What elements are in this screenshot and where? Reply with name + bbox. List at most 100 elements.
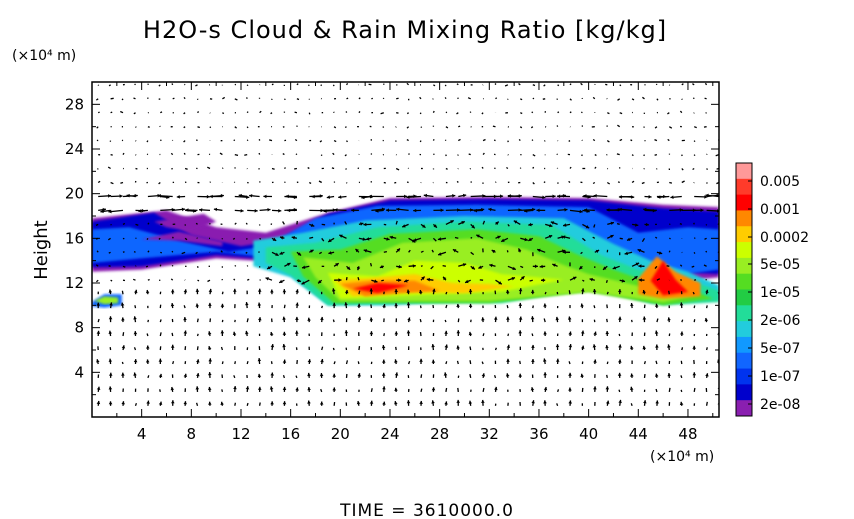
wind-vector <box>368 83 372 86</box>
wind-vector <box>705 250 708 253</box>
wind-vector <box>654 236 658 239</box>
wind-vector <box>318 180 323 184</box>
wind-vector <box>107 237 111 241</box>
colorbar-segment <box>736 226 752 243</box>
wind-vector-head <box>618 359 622 363</box>
wind-vector-head <box>108 372 113 376</box>
wind-vector <box>431 249 434 253</box>
wind-vector <box>568 140 571 142</box>
wind-vector <box>630 403 633 406</box>
wind-vector-head <box>419 290 423 294</box>
wind-vector-head <box>654 330 659 334</box>
wind-vector <box>593 224 596 228</box>
wind-vector-head <box>443 372 448 376</box>
wind-vector-head <box>531 400 535 404</box>
wind-vector-head <box>96 359 100 363</box>
wind-vector <box>196 333 199 337</box>
wind-vector <box>333 140 337 143</box>
wind-vector <box>519 126 523 129</box>
wind-vector-head <box>220 330 225 334</box>
wind-vector <box>681 319 684 323</box>
wind-vector <box>221 389 224 393</box>
wind-vector <box>380 112 384 115</box>
wind-vector-head <box>301 281 305 285</box>
wind-vector <box>693 140 696 143</box>
wind-vector-head <box>612 266 617 270</box>
wind-vector-head <box>589 277 593 282</box>
wind-vector <box>681 83 684 86</box>
wind-vector <box>495 97 498 100</box>
wind-vector-head <box>196 373 200 377</box>
wind-vector <box>135 140 137 142</box>
wind-vector-head <box>583 194 587 198</box>
wind-vector <box>432 237 437 242</box>
wind-vector <box>108 84 111 87</box>
wind-vector-head <box>493 194 497 199</box>
wind-vector-head <box>667 373 671 377</box>
wind-vector <box>307 167 310 170</box>
wind-vector-head <box>568 400 572 404</box>
wind-vector-head <box>444 330 448 334</box>
wind-vector-head <box>257 386 262 390</box>
wind-vector-head <box>355 248 359 253</box>
wind-vector <box>656 98 659 101</box>
colorbar-label: 2e-08 <box>760 397 800 413</box>
wind-vector <box>704 82 708 86</box>
wind-vector-head <box>183 373 188 377</box>
colorbar: 0.005 0.001 0.0002 5e-05 1e-05 2e-06 5e-07 1e-0… <box>735 162 809 417</box>
wind-vector <box>706 168 709 171</box>
wind-vector <box>569 111 572 114</box>
wind-vector <box>704 97 707 100</box>
wind-vector <box>395 220 398 225</box>
wind-vector-head <box>584 208 588 212</box>
wind-vector-head <box>488 207 492 212</box>
wind-vector-head <box>579 265 583 270</box>
wind-vector <box>481 112 484 115</box>
wind-vector-head <box>363 222 367 227</box>
wind-vector-head <box>618 289 622 293</box>
field-region <box>94 296 119 305</box>
wind-vector <box>121 361 124 365</box>
colorbar-label: 2e-06 <box>760 313 800 329</box>
wind-vector-head <box>481 373 486 377</box>
wind-vector-head <box>338 195 342 199</box>
wind-vector <box>195 84 198 87</box>
wind-vector-head <box>263 194 267 199</box>
wind-vector-head <box>568 372 572 376</box>
wind-vector <box>183 112 186 115</box>
y-axis: 4 8 12 16 20 24 28 <box>65 95 719 396</box>
wind-vector <box>246 318 249 323</box>
wind-vector <box>693 252 696 254</box>
wind-vector-head <box>208 401 212 405</box>
wind-vector <box>97 111 100 114</box>
wind-vector-head <box>452 249 457 253</box>
wind-vector-head <box>605 331 609 335</box>
wind-vector <box>282 221 285 225</box>
wind-vector-head <box>476 234 480 238</box>
wind-vector <box>568 180 571 184</box>
wind-vector-head <box>443 276 447 281</box>
wind-vector-head <box>543 372 547 376</box>
wind-vector <box>282 374 286 379</box>
wind-vector <box>705 278 708 281</box>
wind-vector-head <box>351 208 355 213</box>
field-region <box>352 283 409 294</box>
wind-vector-head <box>121 317 125 321</box>
wind-vector <box>344 126 347 129</box>
wind-vector-head <box>108 289 113 293</box>
wind-vector-head <box>531 344 535 348</box>
wind-vector-head <box>541 278 544 282</box>
wind-vector <box>493 374 497 379</box>
wind-vector <box>110 97 114 100</box>
wind-vector-head <box>207 331 212 335</box>
wind-vector <box>259 237 262 240</box>
wind-vector <box>692 167 695 171</box>
wind-vector <box>308 112 311 115</box>
wind-vector-head <box>109 302 113 306</box>
wind-vector <box>444 139 447 141</box>
wind-vector-head <box>537 248 541 253</box>
wind-vector <box>370 388 373 393</box>
wind-vector-head <box>593 386 597 390</box>
wind-vector <box>147 126 150 128</box>
wind-vector-head <box>282 331 287 335</box>
